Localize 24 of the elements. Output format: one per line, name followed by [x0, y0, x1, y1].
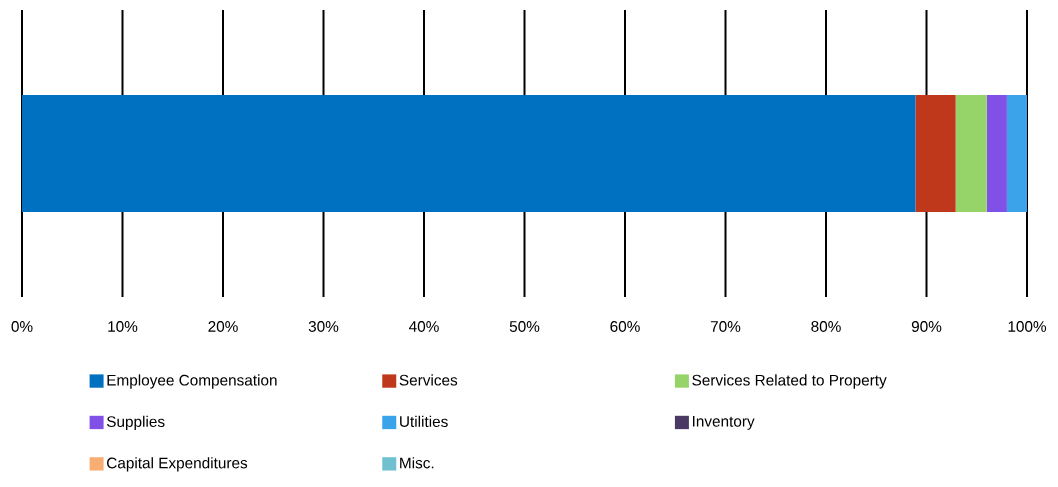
- legend-label: Supplies: [106, 415, 165, 431]
- x-tick-label: 70%: [710, 321, 741, 332]
- legend-label: Employee Compensation: [107, 374, 277, 389]
- bar: [1006, 95, 1027, 212]
- x-tick-label: 90%: [911, 321, 942, 332]
- bar: [955, 95, 987, 212]
- bar: [915, 95, 956, 212]
- legend-label: Utilities: [400, 415, 448, 428]
- bar: [986, 95, 1007, 212]
- x-tick-label: 0%: [11, 321, 33, 332]
- legend-label: Services: [399, 374, 458, 386]
- x-tick-label: 50%: [509, 321, 540, 332]
- legend-label: Inventory: [693, 416, 755, 430]
- x-tick-label: 20%: [208, 321, 238, 332]
- legend-label: Capital Expenditures: [107, 457, 248, 472]
- x-tick-label: 100%: [1008, 321, 1047, 332]
- legend-label: Services Related to Property: [692, 374, 887, 389]
- x-tick-label: 80%: [811, 321, 841, 332]
- bar: [22, 95, 916, 212]
- x-tick-label: 60%: [610, 321, 640, 332]
- x-tick-label: 10%: [108, 321, 138, 332]
- x-tick-label: 30%: [308, 321, 339, 332]
- legend-label: Misc.: [400, 457, 434, 469]
- x-tick-label: 40%: [409, 321, 439, 332]
